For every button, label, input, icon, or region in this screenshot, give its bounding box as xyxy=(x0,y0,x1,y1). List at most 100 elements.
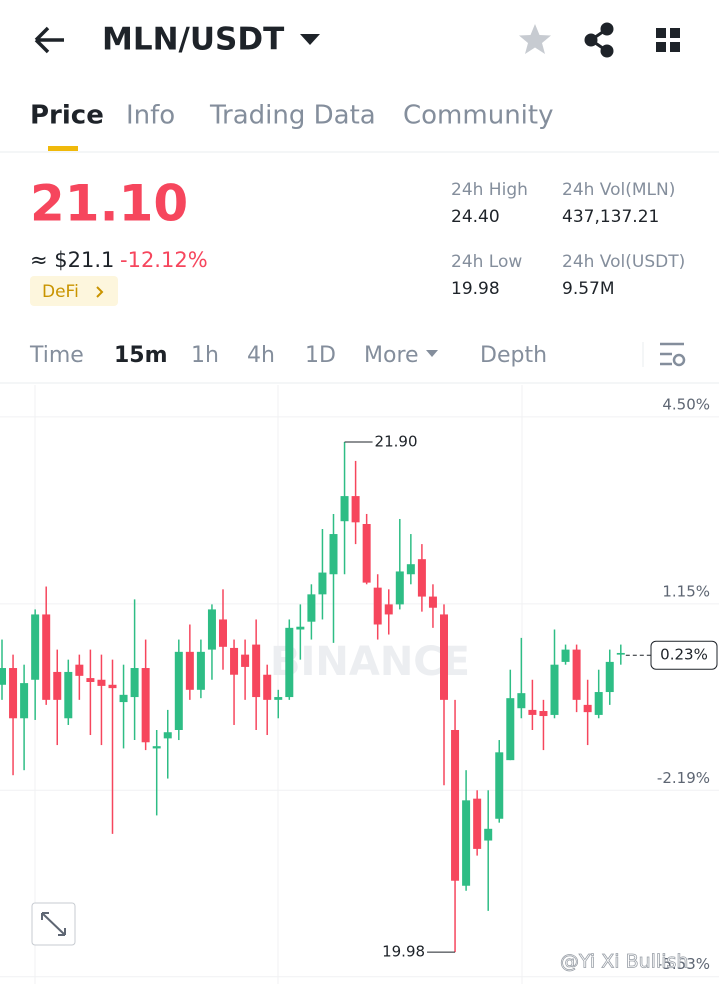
last-price-box xyxy=(650,640,718,670)
stat-label: 24h Vol(USDT) xyxy=(562,252,685,272)
interval[interactable]: More xyxy=(364,343,419,368)
candle-body xyxy=(495,752,504,819)
candle-body xyxy=(307,594,316,622)
y-tick-label: 4.50% xyxy=(662,395,710,413)
candle-body xyxy=(285,627,294,698)
candle-body xyxy=(230,647,239,675)
candle-body xyxy=(417,559,426,597)
candle-body xyxy=(539,711,548,717)
candle-body xyxy=(64,671,73,719)
candle-body xyxy=(185,651,194,690)
candle-body xyxy=(517,693,526,709)
low-label: 19.98 xyxy=(382,943,425,961)
candle-body xyxy=(141,668,150,743)
candle-body xyxy=(196,651,205,690)
settings-icon[interactable] xyxy=(660,342,686,367)
candle-body xyxy=(274,697,283,700)
candle-body xyxy=(550,664,559,715)
candle-body xyxy=(252,644,261,698)
stat-label: 24h Vol(MLN) xyxy=(562,180,675,200)
y-tick-label: -2.19% xyxy=(657,769,710,787)
candle-body xyxy=(373,587,382,625)
stat-label: 24h Low xyxy=(451,252,522,272)
interval[interactable]: Depth xyxy=(480,343,547,368)
candle-body xyxy=(440,614,448,700)
usd-price: ≈ $21.1 xyxy=(30,248,114,272)
candle-body xyxy=(42,614,51,700)
candle-body xyxy=(462,800,471,886)
tab-indicator xyxy=(48,146,78,151)
last-price-label: 0.23% xyxy=(660,646,708,664)
candle-body xyxy=(174,651,183,730)
interval[interactable]: 15m xyxy=(114,343,168,368)
candle-body xyxy=(152,746,161,749)
y-tick-label: 1.15% xyxy=(662,582,710,600)
candle-body xyxy=(130,668,139,698)
candle-body xyxy=(506,698,515,761)
footer-watermark: @Yi Xi Bullish xyxy=(560,951,688,973)
tab[interactable]: Info xyxy=(126,101,175,131)
candle-body xyxy=(473,798,482,849)
interval[interactable]: 1h xyxy=(191,343,219,368)
candle-body xyxy=(362,524,371,583)
candle-body xyxy=(583,704,592,713)
candle-body xyxy=(428,596,437,608)
candle-body xyxy=(9,668,18,719)
candle-body xyxy=(451,729,460,881)
candle-body xyxy=(318,572,327,595)
candle-body xyxy=(31,614,40,680)
pair-title[interactable]: MLN/USDT xyxy=(102,22,284,58)
more-dropdown[interactable] xyxy=(426,350,438,357)
pair-dropdown[interactable] xyxy=(300,34,320,45)
candle-body xyxy=(616,652,625,655)
candle-body xyxy=(108,684,117,689)
candle-body xyxy=(340,496,349,522)
high-label: 21.90 xyxy=(375,432,418,450)
tag-arrow xyxy=(96,286,104,298)
candle-body xyxy=(97,679,106,686)
last-price: 21.10 xyxy=(30,175,188,233)
candle-body xyxy=(395,571,404,605)
candle-body xyxy=(351,496,360,523)
candle-body xyxy=(572,649,581,700)
interval[interactable]: 4h xyxy=(247,343,275,368)
price-change: -12.12% xyxy=(120,248,208,272)
candle-body xyxy=(406,564,415,575)
stat-value: 9.57M xyxy=(562,279,615,299)
stat-value: 24.40 xyxy=(451,207,500,227)
tab[interactable]: Community xyxy=(403,101,553,131)
tag-label[interactable]: DeFi xyxy=(42,282,79,302)
stat-value: 19.98 xyxy=(451,279,500,299)
candle-body xyxy=(528,709,537,715)
candle-body xyxy=(605,661,614,693)
grid-icon[interactable] xyxy=(656,28,680,52)
tab[interactable]: Trading Data xyxy=(209,101,376,131)
back-icon[interactable] xyxy=(34,26,64,54)
y-tick-label: -5.53% xyxy=(657,955,710,973)
stat-value: 437,137.21 xyxy=(562,207,659,227)
expand-icon xyxy=(41,912,66,936)
candle-body xyxy=(207,609,216,650)
tab[interactable]: Price xyxy=(30,101,104,131)
candle-body xyxy=(384,604,393,615)
candle-body xyxy=(594,692,603,715)
share-icon[interactable] xyxy=(584,22,614,58)
interval[interactable]: Time xyxy=(29,343,84,368)
candle-body xyxy=(561,649,570,662)
candle-body xyxy=(241,654,250,667)
watermark: BINANCE xyxy=(270,639,470,685)
candle-body xyxy=(119,694,128,703)
candle-body xyxy=(53,671,62,700)
tag-box[interactable] xyxy=(30,276,118,306)
candle-body xyxy=(86,678,95,682)
interval[interactable]: 1D xyxy=(305,343,336,368)
favorite-icon[interactable] xyxy=(519,24,551,54)
candle-body xyxy=(263,674,272,700)
candle-body xyxy=(0,668,6,685)
candle-body xyxy=(484,828,493,841)
candle-body xyxy=(219,619,227,647)
candle-body xyxy=(329,534,338,575)
candle-body xyxy=(75,664,84,676)
candle-body xyxy=(296,626,305,630)
